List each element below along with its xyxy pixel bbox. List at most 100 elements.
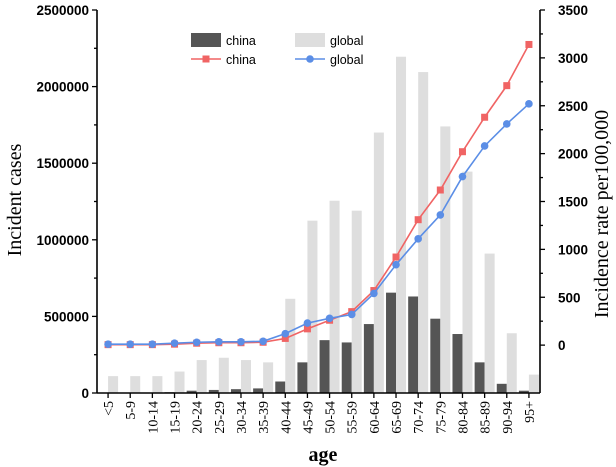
lines-layer [104,40,533,349]
point-global-11 [347,310,356,319]
bar-china-19 [518,390,529,393]
x-tick-label-1: 5-9 [124,401,139,420]
bar-global-8 [285,298,296,393]
x-tick-label-11: 55-59 [346,401,361,434]
bars-layer [98,56,539,394]
bar-global-19 [528,374,539,393]
point-global-12 [370,289,378,298]
x-tick-label-10: 50-54 [324,401,339,434]
point-china-18 [503,82,511,90]
point-global-2 [148,340,157,348]
x-axis-title: age [309,444,338,466]
point-global-17 [480,142,489,150]
bar-global-18 [506,333,517,393]
bar-china-18 [496,383,507,393]
y-axis-left-title: Incident cases [4,143,26,256]
x-tick-label-2: 10-14 [146,401,161,434]
bar-global-15 [440,126,451,393]
point-global-7 [259,337,267,346]
bar-global-10 [329,200,340,393]
bar-china-9 [297,362,308,393]
point-china-15 [436,186,444,194]
x-tick-label-17: 85-89 [479,401,494,434]
point-global-18 [502,120,511,128]
axes-layer: 0 500000 1000000 1500000 2000000 2500000 0 500 1… [36,3,588,434]
bar-global-11 [351,210,362,393]
y-left-tick-label-5: 2500000 [36,3,89,18]
y-right-tick-label-3: 1500 [558,195,588,210]
x-tick-label-5: 25-29 [213,401,228,434]
legend-label-global-line: global [330,53,363,67]
bar-global-6 [240,360,251,393]
point-global-4 [192,338,201,347]
x-tick-label-16: 80-84 [456,401,471,434]
x-tick-label-7: 35-39 [257,401,272,434]
bar-global-12 [373,132,384,393]
point-global-19 [525,100,533,108]
bar-global-17 [484,253,495,393]
bar-china-5 [208,389,219,393]
point-global-9 [303,319,312,327]
point-china-16 [458,148,466,156]
point-china-17 [481,113,489,121]
y-left-tick-label-1: 500000 [44,309,89,324]
x-tick-label-6: 30-34 [235,401,250,434]
bar-global-0 [108,376,119,393]
bar-china-8 [275,381,286,393]
y-right-tick-label-5: 2500 [558,99,588,114]
bar-china-6 [230,389,241,393]
point-global-6 [237,337,245,346]
y-right-tick-label-7: 3500 [558,3,588,18]
bar-china-4 [186,390,197,393]
y-right-tick-label-4: 2000 [558,147,588,162]
bar-china-17 [474,362,485,393]
x-tick-label-3: 15-19 [169,401,184,434]
legend-label-china-bar: china [226,34,256,48]
point-global-16 [458,172,467,181]
legend: china global china global [191,33,363,67]
x-tick-label-4: 20-24 [191,401,206,434]
bar-global-1 [130,376,141,393]
y-left-tick-label-2: 1000000 [36,233,89,248]
bar-global-2 [152,376,163,393]
legend-marker-global [306,55,314,63]
point-global-15 [436,211,445,219]
point-china-19 [525,40,533,48]
point-global-3 [170,339,179,348]
y-left-tick-label-4: 2000000 [36,80,89,95]
bar-global-7 [263,362,274,393]
point-china-13 [392,253,400,261]
bar-china-12 [363,324,374,393]
bar-global-9 [307,220,318,393]
point-global-1 [126,340,135,348]
legend-swatch-global-bar [295,33,325,47]
point-global-0 [104,340,112,348]
bar-china-16 [452,334,463,393]
bar-global-4 [196,360,207,393]
x-tick-label-13: 65-69 [390,401,405,434]
x-tick-label-12: 60-64 [368,401,383,434]
y-right-tick-label-1: 500 [558,290,581,305]
point-china-8 [281,334,289,342]
x-tick-label-18: 90-94 [501,401,516,434]
y-right-tick-label-2: 1000 [558,242,588,257]
x-tick-label-14: 70-74 [412,401,427,434]
bar-global-16 [462,171,473,393]
bar-china-13 [386,292,397,393]
y-left-tick-label-0: 0 [81,386,89,401]
x-tick-label-19: 95+ [523,401,538,423]
legend-label-china-line: china [226,53,256,67]
point-global-5 [215,337,223,346]
y-axis-right-title: Incidence rate per100,000 [591,110,613,318]
bar-china-15 [430,318,441,393]
point-global-13 [392,260,400,269]
legend-swatch-china-bar [191,33,221,47]
y-right-tick-label-0: 0 [558,338,566,353]
bar-china-14 [408,296,419,393]
x-tick-label-0: <5 [102,401,117,416]
point-global-14 [414,235,422,243]
bar-global-13 [396,56,407,393]
y-left-tick-label-3: 1500000 [36,156,89,171]
bar-china-11 [341,342,352,393]
